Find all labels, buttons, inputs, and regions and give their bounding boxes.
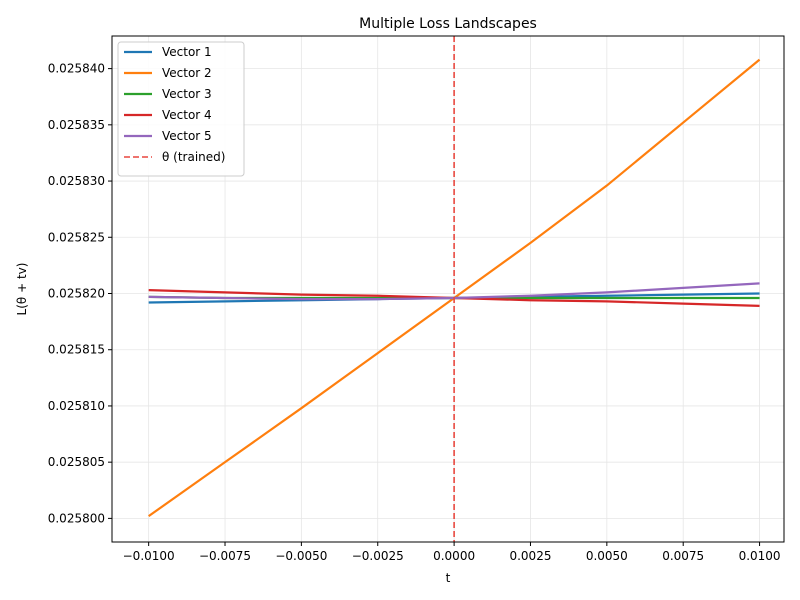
y-tick-label: 0.025840 <box>48 62 105 76</box>
x-axis-label: t <box>446 571 451 585</box>
x-tick-label: −0.0100 <box>123 549 175 563</box>
x-tick-label: 0.0025 <box>509 549 551 563</box>
x-tick-label: −0.0025 <box>352 549 404 563</box>
y-tick-label: 0.025800 <box>48 511 105 525</box>
y-axis-ticks: 0.025800 0.025805 0.025810 0.025815 0.025820… <box>48 62 112 525</box>
y-tick-label: 0.025825 <box>48 230 105 244</box>
x-tick-label: −0.0050 <box>275 549 327 563</box>
legend-box <box>117 41 245 177</box>
legend-label: Vector 5 <box>162 129 212 143</box>
x-tick-label: 0.0000 <box>433 549 475 563</box>
grid-lines <box>112 36 784 542</box>
y-tick-label: 0.025810 <box>48 399 105 413</box>
y-tick-label: 0.025815 <box>48 343 105 357</box>
chart-title: Multiple Loss Landscapes <box>359 16 537 32</box>
plot-area-frame <box>111 35 785 543</box>
legend-label: Vector 2 <box>162 66 212 80</box>
legend-label: Vector 3 <box>162 87 212 101</box>
legend-label: Vector 4 <box>162 108 212 122</box>
y-tick-label: 0.025830 <box>48 174 105 188</box>
y-tick-label: 0.025835 <box>48 118 105 132</box>
y-axis-label: L(θ + tv) <box>15 263 29 316</box>
x-tick-label: 0.0100 <box>739 549 781 563</box>
x-axis-ticks: −0.0100 −0.0075 −0.0050 −0.0025 0.0000 0.0025… <box>123 542 781 563</box>
legend: Vector 1 Vector 2 Vector 3 Vector 4 Vector 5… <box>117 41 245 177</box>
legend-label: θ (trained) <box>162 150 225 164</box>
x-tick-label: −0.0075 <box>199 549 251 563</box>
y-tick-label: 0.025820 <box>48 286 105 300</box>
x-tick-label: 0.0050 <box>586 549 628 563</box>
x-tick-label: 0.0075 <box>662 549 704 563</box>
legend-label: Vector 1 <box>162 45 212 59</box>
y-tick-label: 0.025805 <box>48 455 105 469</box>
